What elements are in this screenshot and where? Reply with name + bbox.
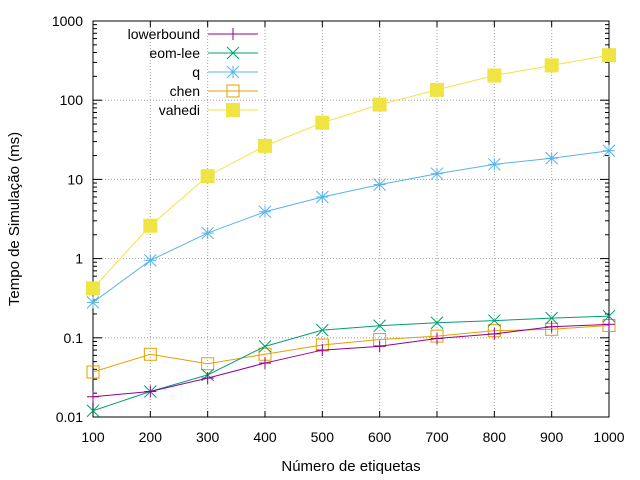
- data-point-lowerbound: [201, 372, 214, 385]
- series-line-chen: [92, 325, 610, 373]
- data-point-lowerbound: [488, 327, 501, 340]
- series-lowerbound: [87, 318, 615, 403]
- x-axis-label: Número de etiquetas: [281, 458, 420, 475]
- data-point-q: [545, 151, 559, 165]
- data-point-chen: [86, 365, 100, 379]
- data-point-eom-lee: [430, 316, 444, 330]
- data-point-lowerbound: [603, 318, 615, 331]
- data-point-vahedi: [315, 115, 330, 130]
- y-tick-label: 1000: [52, 13, 83, 29]
- data-point-eom-lee: [602, 309, 616, 323]
- data-point-lowerbound: [87, 390, 99, 403]
- y-tick-label: 0.01: [56, 409, 83, 425]
- data-point-vahedi: [372, 97, 387, 112]
- data-point-q: [430, 167, 444, 181]
- legend-marker-eom-lee: [226, 46, 240, 60]
- x-tick-label: 1000: [593, 429, 624, 445]
- data-point-eom-lee: [373, 319, 387, 333]
- plot-frame: [92, 20, 610, 418]
- axis-ticks: 100 200 300 400 500 600 700 800 900 1000 0.01 0.1 1 1…: [52, 13, 625, 445]
- series-line-lowerbound: [92, 323, 610, 398]
- data-point-q: [143, 254, 157, 267]
- legend-label-lowerbound: lowerbound: [128, 26, 200, 42]
- legend-marker-chen: [226, 84, 240, 98]
- legend-label-eom-lee: eom-lee: [149, 45, 200, 61]
- x-tick-label: 700: [425, 429, 449, 445]
- data-point-lowerbound: [316, 344, 329, 357]
- data-point-eom-lee: [315, 323, 329, 337]
- data-point-vahedi: [258, 138, 272, 153]
- y-tick-label: 100: [60, 92, 84, 108]
- series-line-q: [92, 150, 610, 303]
- legend-label-vahedi: vahedi: [159, 102, 200, 118]
- legend-label-q: q: [192, 64, 200, 80]
- data-point-q: [86, 296, 100, 309]
- data-point-vahedi: [86, 281, 100, 296]
- data-point-chen: [143, 347, 157, 361]
- x-tick-label: 500: [311, 429, 335, 445]
- y-tick-label: 10: [67, 171, 83, 187]
- data-point-vahedi: [602, 48, 616, 63]
- series-eom-lee: [86, 309, 616, 418]
- data-point-q: [373, 178, 387, 191]
- legend-marker-lowerbound: [227, 28, 239, 40]
- data-point-vahedi: [544, 58, 559, 73]
- data-point-q: [602, 144, 616, 158]
- data-point-lowerbound: [545, 320, 558, 333]
- data-point-q: [258, 205, 272, 219]
- data-point-q: [315, 190, 329, 204]
- legend-marker-q: [226, 65, 240, 79]
- x-tick-label: 100: [81, 429, 105, 445]
- legend-marker-vahedi: [226, 103, 240, 117]
- series-q: [86, 144, 616, 309]
- y-axis-label: Tempo de Simulação (ms): [6, 132, 23, 306]
- data-point-vahedi: [430, 82, 444, 97]
- data-point-eom-lee: [258, 339, 272, 353]
- legend-label-chen: chen: [170, 83, 200, 99]
- series-line-eom-lee: [92, 315, 610, 412]
- data-point-q: [201, 226, 215, 240]
- data-point-lowerbound: [431, 332, 443, 345]
- x-tick-label: 900: [540, 429, 564, 445]
- data-point-vahedi: [200, 169, 215, 184]
- data-point-vahedi: [143, 218, 158, 233]
- data-point-vahedi: [487, 68, 502, 83]
- series-layer: [86, 48, 616, 418]
- x-tick-label: 200: [139, 429, 163, 445]
- x-tick-label: 400: [253, 429, 277, 445]
- data-point-eom-lee: [545, 311, 559, 325]
- x-tick-label: 300: [196, 429, 220, 445]
- x-tick-label: 600: [368, 429, 392, 445]
- legend: lowerbound eom-lee q chen vahedi: [128, 26, 258, 118]
- data-point-lowerbound: [373, 340, 386, 353]
- y-tick-label: 1: [75, 251, 83, 267]
- y-tick-label: 0.1: [64, 330, 84, 346]
- data-point-chen: [201, 357, 215, 371]
- data-point-q: [487, 157, 501, 171]
- data-point-eom-lee: [487, 314, 501, 327]
- x-tick-label: 800: [483, 429, 507, 445]
- data-point-eom-lee: [86, 404, 100, 418]
- series-line-vahedi: [92, 54, 610, 289]
- series-vahedi: [86, 48, 616, 296]
- data-point-lowerbound: [259, 357, 271, 370]
- data-point-lowerbound: [144, 385, 157, 398]
